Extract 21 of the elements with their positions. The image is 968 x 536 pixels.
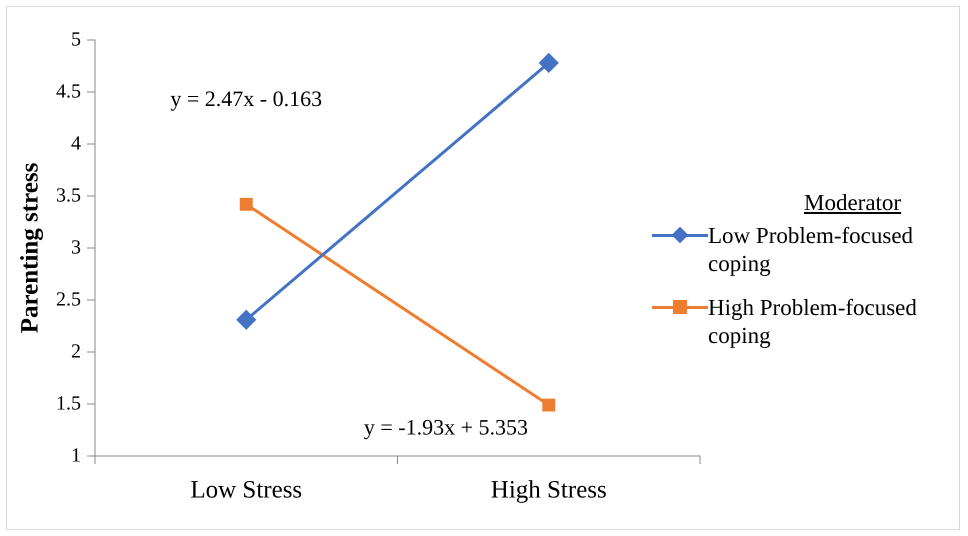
point bbox=[236, 310, 256, 330]
y-tick-label: 4 bbox=[71, 132, 81, 154]
legend-title: Moderator bbox=[804, 190, 902, 216]
y-tick-label: 4.5 bbox=[56, 80, 81, 102]
point bbox=[539, 53, 558, 72]
x-tick-label: Low Stress bbox=[190, 476, 302, 504]
legend-label: Low Problem-focused coping bbox=[708, 222, 914, 278]
x-tick-label: High Stress bbox=[490, 476, 607, 504]
legend-label: High Problem-focused coping bbox=[708, 294, 918, 350]
y-tick-label: 3.5 bbox=[56, 184, 81, 206]
y-tick-label: 5 bbox=[71, 28, 81, 50]
y-tick-label: 2 bbox=[71, 340, 81, 362]
y-tick-label: 1.5 bbox=[56, 392, 81, 414]
y-tick-label: 2.5 bbox=[56, 288, 81, 310]
annotation: y = -1.93x + 5.353 bbox=[364, 414, 528, 440]
annotation: y = 2.47x - 0.163 bbox=[170, 86, 322, 112]
y-tick-label: 1 bbox=[71, 444, 81, 466]
y-tick-label: 3 bbox=[71, 236, 81, 258]
point bbox=[542, 398, 556, 412]
point bbox=[240, 198, 253, 211]
y-axis-title: Parenting stress bbox=[16, 162, 44, 334]
